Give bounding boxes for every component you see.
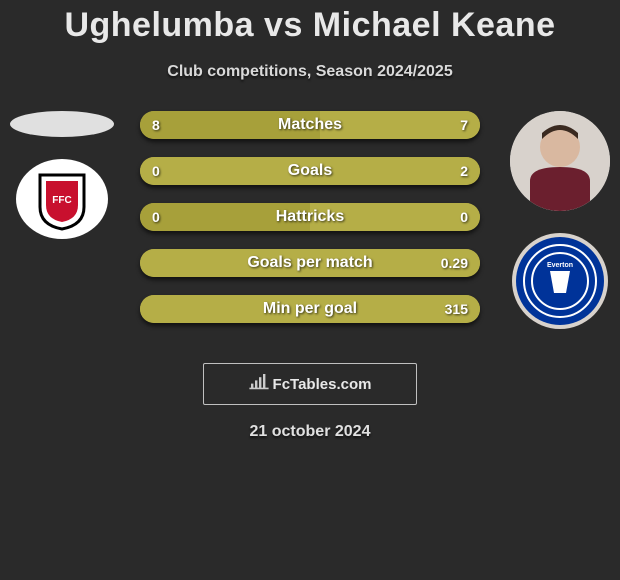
stat-bar: Matches8 7 xyxy=(140,111,480,139)
stat-bar: Goals0 2 xyxy=(140,157,480,185)
page-subtitle: Club competitions, Season 2024/2025 xyxy=(0,63,620,81)
bar-value-left: 0 xyxy=(152,203,160,231)
player-right-avatar xyxy=(510,111,610,211)
bar-value-right: 7 xyxy=(460,111,468,139)
bar-label: Min per goal xyxy=(140,295,480,323)
brand-box: FcTables.com xyxy=(203,363,417,405)
svg-text:FFC: FFC xyxy=(52,195,71,206)
left-column: FFC xyxy=(10,111,114,241)
bar-value-right: 315 xyxy=(445,295,468,323)
stat-bar: Min per goal315 xyxy=(140,295,480,323)
club-right-crest: Everton xyxy=(510,231,610,331)
bar-label: Matches xyxy=(140,111,480,139)
right-column: Everton xyxy=(510,111,610,331)
player-left-avatar xyxy=(10,111,114,137)
club-left-crest: FFC xyxy=(12,157,112,241)
comparison-content: FFC Everton Matches87Goals02Hattricks0 xyxy=(0,111,620,341)
brand-text: FcTables.com xyxy=(273,376,372,393)
bar-value-left: 8 xyxy=(152,111,160,139)
bar-label: Goals per match xyxy=(140,249,480,277)
stat-bar: Hattricks0 0 xyxy=(140,203,480,231)
bar-value-right: 0.29 xyxy=(441,249,468,277)
bar-value-left: 0 xyxy=(152,157,160,185)
bar-label: Goals xyxy=(140,157,480,185)
stat-bar: Goals per match0.29 xyxy=(140,249,480,277)
stat-bars: Matches87Goals02Hattricks00Goals per mat… xyxy=(140,111,480,323)
bar-value-right: 2 xyxy=(460,157,468,185)
svg-text:Everton: Everton xyxy=(547,262,573,269)
page-title: Ughelumba vs Michael Keane xyxy=(0,0,620,45)
bar-label: Hattricks xyxy=(140,203,480,231)
date-label: 21 october 2024 xyxy=(0,423,620,441)
chart-icon xyxy=(249,374,269,395)
bar-value-right: 0 xyxy=(460,203,468,231)
